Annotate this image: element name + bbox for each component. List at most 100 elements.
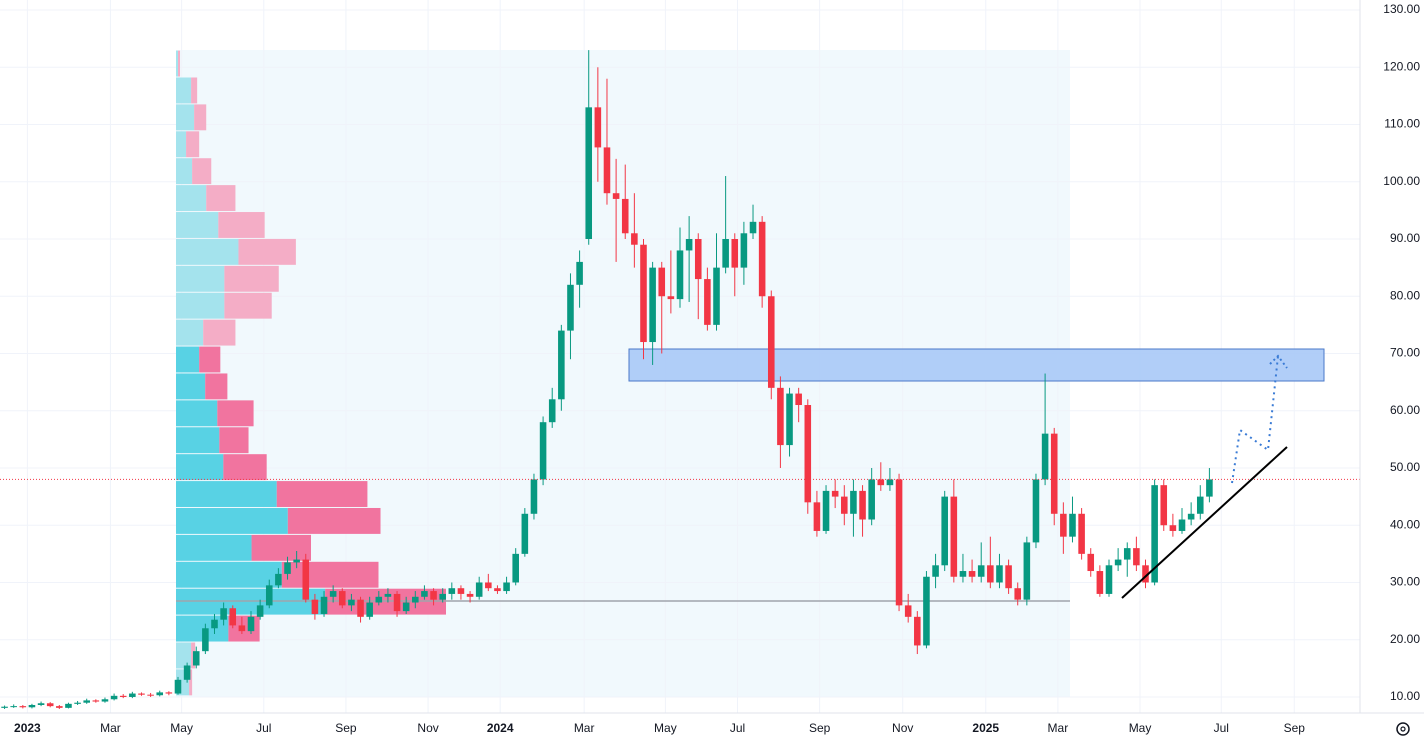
- candle-body: [868, 479, 875, 520]
- profile-up: [176, 642, 192, 669]
- candle-body: [19, 706, 27, 708]
- candle-body: [412, 596, 419, 603]
- profile-down: [203, 319, 236, 346]
- profile-down: [251, 534, 311, 561]
- candle-body: [119, 695, 127, 697]
- profile-up: [176, 400, 218, 427]
- settings-hub[interactable]: [1400, 726, 1406, 732]
- candle-body: [631, 233, 638, 245]
- candle-body: [1005, 565, 1012, 589]
- candle-body: [183, 665, 191, 680]
- profile-up: [176, 454, 224, 481]
- settings-icon[interactable]: [1396, 722, 1410, 736]
- y-tick-label: 110.00: [1384, 117, 1420, 131]
- candle-body: [229, 608, 237, 626]
- candle-body: [338, 591, 346, 606]
- candle-body: [932, 565, 939, 577]
- candle-body: [1, 706, 8, 708]
- candle-body: [74, 702, 81, 704]
- y-tick-label: 50.00: [1390, 460, 1420, 474]
- profile-down: [206, 185, 236, 212]
- profile-down: [224, 292, 272, 319]
- candle-body: [384, 593, 392, 597]
- candle-body: [603, 147, 611, 194]
- profile-up: [176, 373, 206, 400]
- candle-body: [83, 700, 90, 703]
- profile-down: [192, 158, 212, 185]
- candle-body: [92, 700, 100, 702]
- candle-body: [640, 244, 647, 343]
- profile-up: [176, 158, 193, 185]
- candle-body: [375, 596, 383, 603]
- candle-body: [302, 559, 310, 600]
- profile-down: [217, 400, 254, 427]
- candle-body: [1078, 513, 1085, 554]
- y-tick-label: 120.00: [1383, 59, 1420, 73]
- profile-up: [176, 561, 282, 588]
- profile-up: [176, 238, 239, 265]
- candle-body: [311, 599, 319, 614]
- profile-down: [191, 77, 198, 104]
- candle-body: [941, 496, 948, 566]
- profile-down: [238, 238, 296, 265]
- candle-body: [1206, 479, 1213, 497]
- candle-body: [1123, 548, 1131, 560]
- candle-body: [448, 588, 456, 594]
- profile-down: [276, 481, 368, 507]
- candle-body: [667, 296, 675, 300]
- candle-body: [859, 490, 866, 520]
- profile-down: [281, 561, 379, 588]
- x-tick-label: May: [1129, 721, 1152, 735]
- candle-body: [977, 565, 985, 577]
- candle-body: [192, 651, 200, 666]
- candle-body: [512, 553, 519, 583]
- candle-body: [1050, 433, 1058, 514]
- candle-body: [65, 703, 72, 708]
- candle-body: [777, 387, 784, 446]
- x-tick-label: Nov: [892, 721, 913, 735]
- candle-body: [621, 198, 629, 234]
- candle-body: [1151, 485, 1158, 583]
- candle-body: [539, 422, 547, 480]
- candle-body: [567, 284, 574, 331]
- x-tick-label: Sep: [809, 721, 831, 735]
- candle-body: [147, 694, 154, 696]
- profile-up: [176, 131, 187, 158]
- x-tick-label: Sep: [1284, 721, 1306, 735]
- profile-up: [176, 77, 192, 104]
- candle-body: [220, 608, 227, 620]
- settings-gear[interactable]: [1396, 722, 1410, 736]
- candle-body: [612, 193, 620, 199]
- candle-body: [138, 693, 145, 695]
- profile-down: [287, 507, 381, 534]
- candle-body: [904, 605, 912, 617]
- x-tick-label: Sep: [335, 721, 357, 735]
- profile-down: [189, 669, 193, 696]
- candle-body: [923, 576, 930, 646]
- candle-body: [28, 704, 36, 708]
- candle-body: [293, 559, 300, 563]
- candle-body: [1087, 553, 1095, 572]
- candle-body: [1032, 479, 1040, 543]
- profile-up: [176, 319, 204, 346]
- candle-body: [1105, 565, 1113, 594]
- profile-down: [205, 373, 228, 400]
- candle-body: [996, 565, 1003, 583]
- profile-down: [224, 265, 279, 292]
- candle-body: [795, 393, 802, 406]
- candle-body: [987, 565, 994, 583]
- x-tick-label: 2025: [972, 721, 999, 735]
- candle-body: [758, 221, 766, 297]
- x-tick-label: Jul: [256, 721, 271, 735]
- candle-body: [156, 692, 164, 696]
- candle-body: [357, 599, 364, 617]
- candle-body: [895, 479, 903, 606]
- candle-body: [56, 706, 63, 708]
- candle-body: [831, 490, 839, 497]
- candle-body: [722, 239, 729, 268]
- candle-body: [585, 107, 593, 240]
- y-tick-label: 30.00: [1390, 575, 1420, 589]
- candle-body: [1060, 513, 1067, 537]
- x-tick-label: 2024: [487, 721, 514, 735]
